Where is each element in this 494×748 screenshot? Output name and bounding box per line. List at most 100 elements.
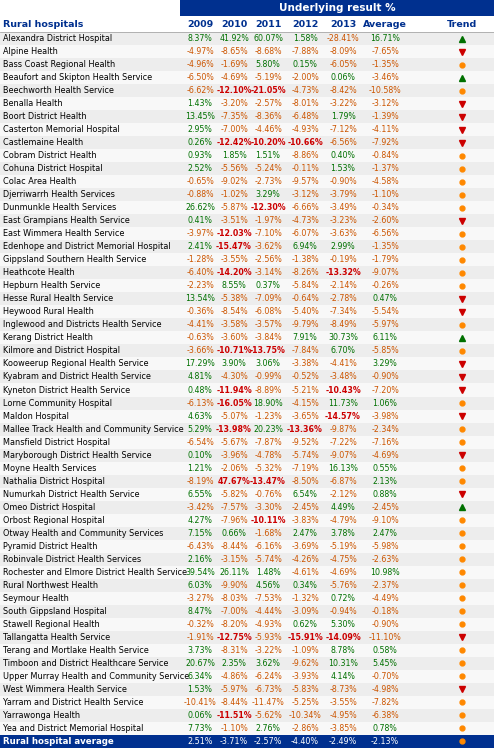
Text: Orbost Regional Hospital: Orbost Regional Hospital	[3, 515, 105, 524]
Text: 3.29%: 3.29%	[372, 360, 397, 369]
Text: -3.60%: -3.60%	[220, 334, 248, 343]
Bar	[180, 0, 494, 16]
Text: 0.37%: 0.37%	[255, 281, 281, 290]
Text: 13.45%: 13.45%	[185, 112, 215, 121]
Text: -1.69%: -1.69%	[220, 60, 248, 69]
Text: -11.10%: -11.10%	[369, 633, 402, 642]
Text: -4.93%: -4.93%	[254, 620, 282, 629]
Text: -2.63%: -2.63%	[371, 555, 399, 564]
Text: Rochester and Elmore District Health Service: Rochester and Elmore District Health Ser…	[3, 568, 187, 577]
Text: -3.55%: -3.55%	[220, 255, 248, 264]
Text: East Grampians Health Service: East Grampians Health Service	[3, 216, 130, 225]
Text: 20.67%: 20.67%	[185, 659, 215, 668]
Bar	[0, 149, 494, 162]
Bar	[0, 709, 494, 722]
Text: -3.57%: -3.57%	[254, 320, 282, 329]
Text: 2009: 2009	[187, 19, 213, 28]
Bar	[0, 201, 494, 214]
Text: -13.32%: -13.32%	[325, 269, 361, 278]
Text: 4.63%: 4.63%	[188, 411, 212, 420]
Text: -1.91%: -1.91%	[186, 633, 214, 642]
Text: 4.81%: 4.81%	[188, 373, 212, 381]
Text: -1.10%: -1.10%	[371, 190, 399, 199]
Text: -3.42%: -3.42%	[186, 503, 214, 512]
Text: 2.95%: 2.95%	[188, 125, 212, 134]
Text: -4.41%: -4.41%	[329, 360, 357, 369]
Text: -10.66%: -10.66%	[287, 138, 323, 147]
Text: -14.57%: -14.57%	[325, 411, 361, 420]
Text: -0.52%: -0.52%	[291, 373, 319, 381]
Text: -4.97%: -4.97%	[186, 47, 214, 56]
Text: -7.16%: -7.16%	[371, 438, 399, 447]
Text: Maryborough District Health Service: Maryborough District Health Service	[3, 450, 152, 459]
Text: 16.71%: 16.71%	[370, 34, 400, 43]
Text: -1.10%: -1.10%	[220, 724, 248, 733]
Text: 10.98%: 10.98%	[370, 568, 400, 577]
Text: 0.10%: 0.10%	[188, 450, 212, 459]
Text: -5.85%: -5.85%	[371, 346, 399, 355]
Text: -10.20%: -10.20%	[250, 138, 286, 147]
Text: Otway Health and Community Services: Otway Health and Community Services	[3, 529, 164, 538]
Text: 8.78%: 8.78%	[330, 646, 355, 654]
Text: Omeo District Hospital: Omeo District Hospital	[3, 503, 95, 512]
Text: -5.98%: -5.98%	[371, 542, 399, 551]
Text: -10.58%: -10.58%	[369, 86, 401, 95]
Bar	[0, 462, 494, 475]
Text: 7.91%: 7.91%	[292, 334, 317, 343]
Text: 0.47%: 0.47%	[372, 295, 398, 304]
Text: Hesse Rural Health Service: Hesse Rural Health Service	[3, 295, 113, 304]
Text: 47.67%: 47.67%	[217, 476, 250, 485]
Bar	[0, 396, 494, 409]
Text: -7.35%: -7.35%	[220, 112, 248, 121]
Text: -5.83%: -5.83%	[291, 685, 319, 694]
Text: 4.14%: 4.14%	[330, 672, 356, 681]
Text: Yea and District Memorial Hospital: Yea and District Memorial Hospital	[3, 724, 143, 733]
Text: Kilmore and District Hospital: Kilmore and District Hospital	[3, 346, 120, 355]
Text: 20.23%: 20.23%	[253, 425, 283, 434]
Text: 7.73%: 7.73%	[188, 724, 212, 733]
Text: 10.31%: 10.31%	[328, 659, 358, 668]
Text: 1.85%: 1.85%	[222, 151, 247, 160]
Text: -4.73%: -4.73%	[291, 86, 319, 95]
Text: -5.32%: -5.32%	[254, 464, 282, 473]
Text: East Wimmera Health Service: East Wimmera Health Service	[3, 230, 124, 239]
Text: Yarram and District Health Service: Yarram and District Health Service	[3, 698, 143, 707]
Text: -2.78%: -2.78%	[329, 295, 357, 304]
Text: -1.97%: -1.97%	[254, 216, 282, 225]
Bar	[0, 370, 494, 384]
Text: 41.92%: 41.92%	[219, 34, 249, 43]
Bar	[0, 254, 494, 266]
Text: -6.66%: -6.66%	[291, 203, 319, 212]
Bar	[0, 644, 494, 657]
Text: 1.53%: 1.53%	[330, 165, 356, 174]
Text: -8.31%: -8.31%	[220, 646, 248, 654]
Bar	[0, 175, 494, 188]
Text: -2.60%: -2.60%	[371, 216, 399, 225]
Text: South Gippsland Hospital: South Gippsland Hospital	[3, 607, 107, 616]
Text: -7.82%: -7.82%	[371, 698, 399, 707]
Text: -6.43%: -6.43%	[186, 542, 214, 551]
Text: 8.37%: 8.37%	[188, 34, 212, 43]
Text: -5.74%: -5.74%	[291, 450, 319, 459]
Bar	[0, 605, 494, 618]
Text: Yarrawonga Health: Yarrawonga Health	[3, 711, 80, 720]
Text: Stawell Regional Health: Stawell Regional Health	[3, 620, 100, 629]
Text: -6.07%: -6.07%	[291, 230, 319, 239]
Text: 0.26%: 0.26%	[188, 138, 212, 147]
Text: Beaufort and Skipton Health Service: Beaufort and Skipton Health Service	[3, 73, 152, 82]
Text: 17.29%: 17.29%	[185, 360, 215, 369]
Text: Kyabram and District Health Service: Kyabram and District Health Service	[3, 373, 151, 381]
Text: 0.15%: 0.15%	[292, 60, 318, 69]
Text: -11.51%: -11.51%	[216, 711, 252, 720]
Text: -3.09%: -3.09%	[291, 607, 319, 616]
Text: -8.03%: -8.03%	[220, 594, 248, 603]
Text: -3.22%: -3.22%	[329, 99, 357, 108]
Text: -9.87%: -9.87%	[329, 425, 357, 434]
Text: -3.85%: -3.85%	[329, 724, 357, 733]
Text: -3.14%: -3.14%	[254, 269, 282, 278]
Bar	[0, 162, 494, 175]
Text: -8.50%: -8.50%	[291, 476, 319, 485]
Text: Terang and Mortlake Health Service: Terang and Mortlake Health Service	[3, 646, 149, 654]
Text: -8.44%: -8.44%	[220, 542, 248, 551]
Text: -5.19%: -5.19%	[329, 542, 357, 551]
